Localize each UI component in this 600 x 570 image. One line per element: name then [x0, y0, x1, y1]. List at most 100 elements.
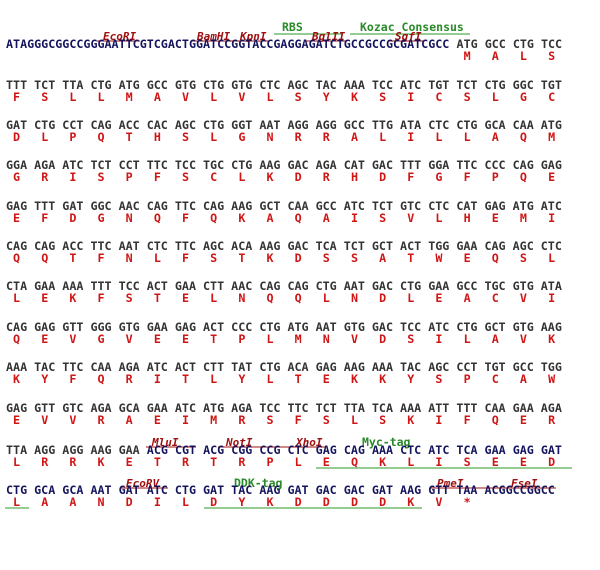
dna-segment: CTG GCA GCA AAT GAT ATC CTG GAT TAC AAG …: [6, 483, 555, 497]
amino-acid: E: [13, 413, 20, 427]
amino-acid: M: [295, 332, 302, 346]
amino-acid: T: [210, 455, 217, 469]
dna-line: TTT TCT TTA CTG ATG GCC GTG CTG GTG CTC …: [6, 78, 562, 92]
amino-acid: K: [69, 291, 76, 305]
amino-acid: E: [435, 291, 442, 305]
amino-acid: R: [69, 455, 77, 469]
amino-acid: L: [266, 372, 273, 386]
amino-acid: E: [41, 291, 48, 305]
amino-acid: K: [351, 90, 358, 104]
amino-acid: S: [464, 90, 471, 104]
amino-acid: L: [210, 130, 217, 144]
amino-acid: E: [13, 211, 20, 225]
amino-acid: S: [435, 372, 442, 386]
amino-acid: I: [435, 332, 442, 346]
amino-acid: E: [548, 170, 555, 184]
amino-acid: I: [154, 372, 161, 386]
amino-acid: F: [407, 170, 414, 184]
amino-acid: L: [266, 90, 273, 104]
amino-acid: T: [407, 251, 414, 265]
amino-acid: D: [126, 495, 133, 509]
amino-acid: Q: [295, 211, 302, 225]
amino-acid: M: [520, 211, 527, 225]
dna-line: GGA AGA ATC TCT CCT TTC TCC TGC CTG AAG …: [6, 158, 562, 172]
amino-acid: Q: [492, 413, 499, 427]
amino-acid: P: [266, 455, 273, 469]
amino-acid: Q: [492, 251, 499, 265]
amino-acid: P: [238, 332, 245, 346]
amino-acid: V: [435, 495, 442, 509]
amino-acid: D: [548, 455, 555, 469]
amino-acid: Y: [238, 372, 245, 386]
amino-acid: V: [238, 90, 245, 104]
amino-acid: L: [210, 372, 217, 386]
amino-acid: E: [464, 251, 471, 265]
amino-acid: *: [464, 495, 471, 509]
amino-acid: Q: [154, 211, 161, 225]
amino-acid: T: [154, 455, 161, 469]
amino-acid: E: [41, 332, 48, 346]
amino-acid: A: [379, 251, 386, 265]
amino-acid: V: [407, 211, 414, 225]
amino-acid: D: [379, 170, 386, 184]
amino-acid: F: [464, 170, 471, 184]
amino-acid: F: [98, 291, 105, 305]
amino-acid: S: [182, 170, 189, 184]
amino-acid: P: [464, 372, 471, 386]
amino-acid: L: [520, 49, 527, 63]
amino-acid: A: [41, 495, 48, 509]
amino-acid: C: [435, 90, 442, 104]
amino-acid: V: [520, 291, 527, 305]
amino-acid: D: [379, 495, 386, 509]
dna-segment: AAA TAC TTC CAA AGA ATC ACT CTT TAT CTG …: [6, 360, 562, 374]
amino-acid: K: [266, 495, 273, 509]
amino-acid: R: [238, 455, 246, 469]
amino-acid: K: [13, 372, 20, 386]
site-label: BamHI: [196, 30, 230, 43]
amino-acid: Q: [210, 211, 217, 225]
amino-acid: L: [435, 211, 442, 225]
dna-line: ATAGGGCGGCCGGGAATTCGTCGACTGGATCCGGTACCGA…: [6, 37, 562, 51]
amino-acid: P: [69, 130, 76, 144]
amino-acid: S: [379, 211, 386, 225]
amino-acid: A: [154, 90, 161, 104]
amino-acid: Q: [98, 372, 105, 386]
amino-acid: R: [238, 413, 246, 427]
amino-acid: R: [548, 413, 556, 427]
amino-acid: K: [379, 455, 386, 469]
amino-acid: D: [69, 211, 76, 225]
dna-line: GAG GTT GTC AGA GCA GAA ATC ATG AGA TCC …: [6, 401, 562, 415]
amino-acid: F: [295, 413, 302, 427]
dna-line: CTG GCA GCA AAT GAT ATC CTG GAT TAC AAG …: [6, 483, 555, 497]
amino-acid: D: [210, 495, 217, 509]
amino-acid: Q: [520, 170, 527, 184]
amino-acid: R: [323, 130, 331, 144]
amino-acid: L: [464, 332, 471, 346]
amino-acid: S: [351, 251, 358, 265]
amino-acid: N: [238, 291, 245, 305]
amino-acid: F: [154, 170, 161, 184]
dna-segment: ACG CGT ACG CGG CCG CTC GAG CAG AAA CTC …: [147, 443, 562, 457]
amino-acid: D: [13, 130, 20, 144]
dna-line: AAA TAC TTC CAA AGA ATC ACT CTT TAT CTG …: [6, 360, 562, 374]
amino-acid: S: [548, 49, 555, 63]
amino-acid: N: [266, 130, 273, 144]
amino-acid: L: [407, 291, 414, 305]
amino-acid: E: [323, 372, 330, 386]
amino-acid: I: [407, 90, 414, 104]
amino-acid: N: [98, 495, 105, 509]
amino-acid: A: [492, 49, 499, 63]
amino-acid: F: [13, 90, 20, 104]
dna-line: GAT CTG CCT CAG ACC CAC AGC CTG GGT AAT …: [6, 118, 562, 132]
amino-acid: Y: [41, 372, 48, 386]
amino-acid: G: [98, 211, 105, 225]
amino-acid: Y: [323, 90, 330, 104]
amino-acid: T: [238, 251, 245, 265]
amino-acid: D: [323, 495, 330, 509]
dna-line: TTA AGG AGG AAG GAA ACG CGT ACG CGG CCG C…: [6, 443, 562, 457]
dna-segment: CAG GAG GTT GGG GTG GAA GAG ACT CCC CTG …: [6, 320, 562, 334]
amino-acid: R: [126, 372, 134, 386]
amino-acid: L: [323, 291, 330, 305]
amino-acid: E: [126, 455, 133, 469]
dna-segment: ATAGGGCGGCCGGGAATTCGTCGACTGGATCCGGTACCGA…: [6, 37, 449, 51]
